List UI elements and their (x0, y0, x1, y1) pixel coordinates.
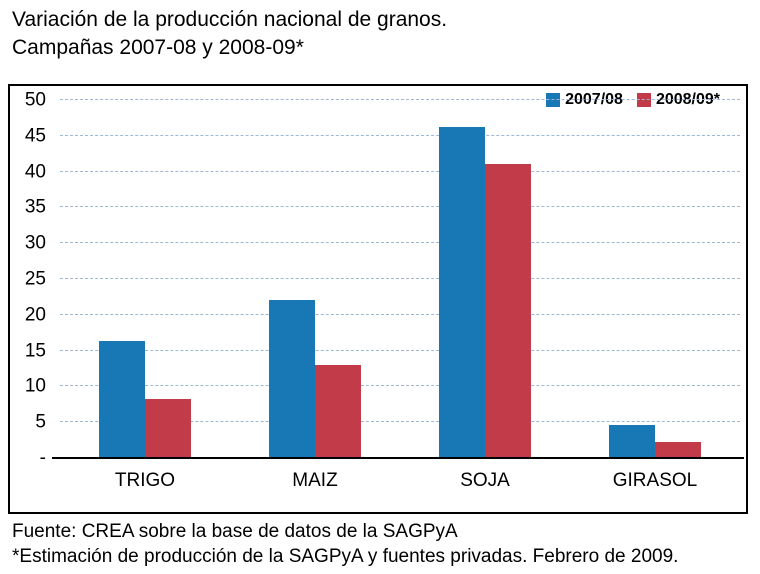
x-axis-labels: TRIGO MAIZ SOJA GIRASOL (60, 470, 740, 492)
bar-group-girasol (570, 100, 740, 458)
x-category-label: MAIZ (292, 470, 338, 491)
y-tick-label: 45 (24, 125, 46, 147)
gridline (60, 421, 740, 423)
gridline (60, 99, 740, 100)
bar-soja-200809 (485, 164, 531, 458)
y-tick-label: 20 (24, 304, 46, 326)
gridline (60, 242, 740, 244)
gridline (60, 313, 740, 315)
estimation-note-line: *Estimación de producción de la SAGPyA y… (12, 546, 679, 567)
chart-title-line1: Variación de la producción nacional de g… (12, 8, 448, 31)
y-axis-labels: - 5 10 15 20 25 30 35 40 45 50 (10, 91, 48, 468)
y-tick-label: 35 (24, 196, 46, 218)
chart-frame: 2007/08 2008/09* -5 10 15 20 25 30 35 40 45 50 TRI… (8, 84, 748, 514)
bar-girasol-200809 (655, 441, 701, 458)
gridline (60, 170, 740, 172)
bar-trigo-200809 (145, 398, 191, 458)
bar-group-trigo (60, 100, 230, 458)
source-note: Fuente: CREA sobre la base de datos de l… (12, 519, 678, 569)
y-tick-label: 5 (35, 411, 46, 433)
source-line: Fuente: CREA sobre la base de datos de l… (12, 521, 458, 542)
bars-container (60, 100, 740, 458)
legend-swatch-icon (636, 93, 651, 107)
bar-group-maiz (230, 100, 400, 458)
bar-girasol-200708 (609, 425, 655, 458)
y-tick-label: 40 (24, 161, 46, 183)
gridline (60, 385, 740, 387)
gridline (60, 278, 740, 279)
x-category-label: GIRASOL (612, 470, 698, 491)
y-tick-label: 50 (24, 89, 46, 111)
gridline (60, 206, 740, 208)
x-category-label: SOJA (460, 470, 510, 491)
bar-group-soja (400, 100, 570, 458)
gridline (60, 349, 740, 351)
y-tick-label: - (39, 447, 46, 469)
gridline (60, 134, 740, 136)
x-category-label: TRIGO (114, 470, 176, 491)
y-tick-label: 30 (24, 232, 46, 254)
bar-maiz-200708 (269, 300, 315, 458)
legend-swatch-icon (546, 93, 561, 107)
chart-title: Variación de la producción nacional de g… (12, 6, 447, 62)
y-tick-label: 25 (24, 268, 46, 290)
bar-soja-200708 (439, 127, 485, 458)
y-tick-label: 10 (24, 375, 46, 397)
y-tick-label: 15 (24, 340, 46, 362)
plot-area (52, 99, 744, 459)
bar-maiz-200809 (315, 364, 361, 458)
bar-trigo-200708 (99, 341, 145, 458)
x-axis-line (52, 457, 744, 459)
chart-title-line2: Campañas 2007-08 y 2008-09* (12, 36, 304, 59)
